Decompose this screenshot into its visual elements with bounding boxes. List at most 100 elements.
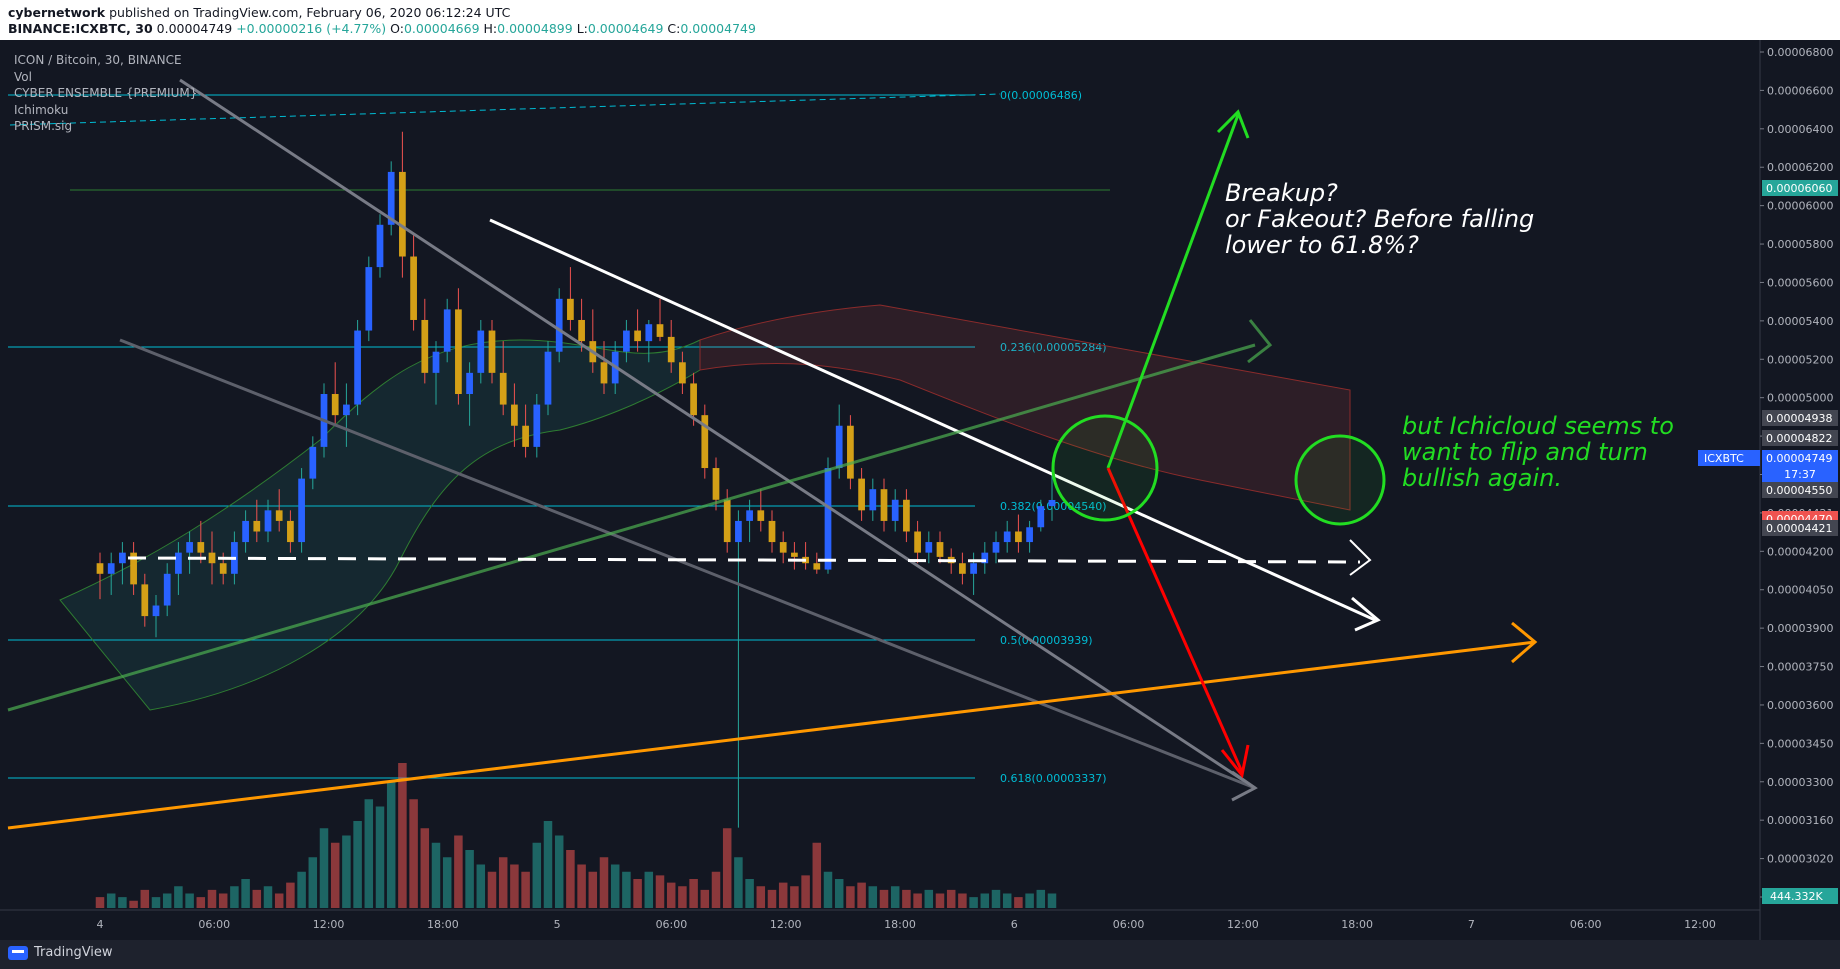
price-chart[interactable]: 0.00006800 0.00006600 0.00006400 0.00006200… — [0, 40, 1840, 940]
candle-body — [331, 394, 339, 416]
legend-cyber-ensemble[interactable]: CYBER ENSEMBLE {PREMIUM} — [14, 86, 198, 100]
volume-bar — [946, 889, 956, 908]
volume-bar — [1002, 893, 1012, 908]
candle-body — [970, 563, 977, 574]
price-tick-label: 0.00006000 — [1767, 200, 1833, 213]
volume-bar — [532, 842, 542, 908]
price-label-box — [1762, 450, 1838, 466]
candle-body — [1003, 531, 1011, 543]
volume-bar — [644, 871, 654, 908]
volume-bar — [1014, 897, 1023, 908]
price-label-text: 0.00006060 — [1766, 182, 1832, 195]
candle-body — [455, 309, 462, 395]
candle-body — [712, 468, 720, 500]
legend-volume[interactable]: Vol — [14, 69, 32, 84]
volume-bar — [554, 835, 564, 908]
author-name[interactable]: cybernetwork — [8, 5, 106, 20]
candle-body — [264, 510, 272, 532]
price-tick-label: 0.00003160 — [1767, 814, 1833, 827]
candle-body — [253, 520, 261, 532]
volume-bar — [958, 893, 967, 908]
candle-body — [667, 336, 675, 363]
candle-body — [914, 531, 921, 553]
volume-bar — [588, 871, 598, 908]
volume-bar — [230, 886, 239, 908]
price-tick-label: 0.00004050 — [1767, 584, 1833, 597]
candle-body — [992, 542, 1000, 553]
volume-bar — [386, 781, 396, 908]
legend-prism[interactable]: PRISM.sig — [14, 119, 73, 133]
price-tick-label: 0.00003020 — [1767, 853, 1833, 866]
candle-body — [623, 330, 630, 352]
price-tick-label: 0.00003300 — [1767, 776, 1833, 789]
fall-arrow — [1106, 467, 1244, 773]
volume-bar — [465, 850, 474, 908]
price-tick-label: 0.00006200 — [1767, 161, 1833, 174]
price-label-box — [1762, 410, 1838, 426]
candle-body — [107, 563, 115, 574]
candle-body — [499, 372, 507, 405]
price-tick-label: 0.00005800 — [1767, 238, 1833, 251]
volume-bar — [991, 889, 1001, 908]
volume-bar — [823, 871, 833, 908]
candle-body — [690, 383, 697, 416]
candle-body — [567, 298, 574, 320]
volume-bar — [812, 842, 822, 908]
volume-bar — [308, 857, 318, 908]
tradingview-brand: TradingView — [34, 945, 113, 960]
descending-resistance-line — [489, 218, 1376, 622]
volume-bar — [890, 886, 900, 908]
candle-body — [96, 563, 104, 574]
candle-body — [746, 510, 753, 521]
candle-body — [141, 584, 149, 617]
price-tick-label: 0.00005400 — [1767, 315, 1833, 328]
open-value: 0.00004669 — [403, 21, 480, 36]
candle-body — [555, 298, 563, 352]
fib-level-label: 0.236(0.00005284) — [1000, 341, 1107, 354]
candle-body — [779, 542, 787, 553]
candle-body — [1048, 499, 1056, 507]
ichicloud-note: but Ichicloud seems to want to flip and … — [1402, 412, 1674, 492]
tradingview-logo[interactable]: TradingView — [8, 945, 113, 960]
fib-level-label: 0.5(0.00003939) — [1000, 634, 1093, 647]
candle-body — [891, 499, 899, 521]
volume-bar — [151, 897, 161, 908]
volume-bar — [913, 893, 922, 908]
legend-symbol[interactable]: ICON / Bitcoin, 30, BINANCE — [14, 53, 182, 67]
fib-level-label: 0.382(0.00004540) — [1000, 500, 1107, 513]
volume-bar — [196, 897, 206, 908]
candle-body — [634, 330, 641, 342]
price-label-text: 0.00004550 — [1766, 484, 1832, 497]
candle-body — [880, 489, 888, 521]
candle-body — [600, 362, 608, 384]
candle-body — [959, 563, 966, 574]
volume-bar — [185, 893, 194, 908]
volume-bar — [521, 871, 530, 908]
candle-body — [511, 404, 518, 426]
volume-bar — [1047, 893, 1057, 908]
candle-body — [1015, 531, 1022, 543]
price-change: +0.00000216 (+4.77%) — [236, 21, 387, 36]
legend-ichimoku[interactable]: Ichimoku — [14, 102, 69, 117]
price-tick-label: 0.00005000 — [1767, 392, 1833, 405]
volume-bar — [767, 889, 777, 908]
chart-area[interactable]: 0.00006800 0.00006600 0.00006400 0.00006200… — [0, 40, 1840, 940]
candle-body — [443, 309, 451, 352]
candle-body — [421, 319, 429, 373]
volume-bar — [241, 879, 250, 908]
volume-bar — [857, 882, 866, 908]
volume-bar — [286, 882, 295, 908]
breakout-circle — [1051, 414, 1159, 522]
symbol-label: BINANCE:ICXBTC, 30 — [8, 21, 153, 36]
fall-arrow-head — [1220, 744, 1250, 779]
dashed-arrow-head — [1349, 539, 1372, 576]
candle-body — [1037, 506, 1045, 528]
volume-bar — [935, 893, 945, 908]
volume-bar — [678, 886, 687, 908]
volume-bar — [330, 842, 340, 908]
time-tick-label: 06:00 — [1570, 918, 1602, 931]
time-tick-label: 18:00 — [1341, 918, 1373, 931]
volume-bar — [622, 871, 631, 908]
volume-bar — [711, 871, 721, 908]
volume-bar — [375, 806, 385, 908]
